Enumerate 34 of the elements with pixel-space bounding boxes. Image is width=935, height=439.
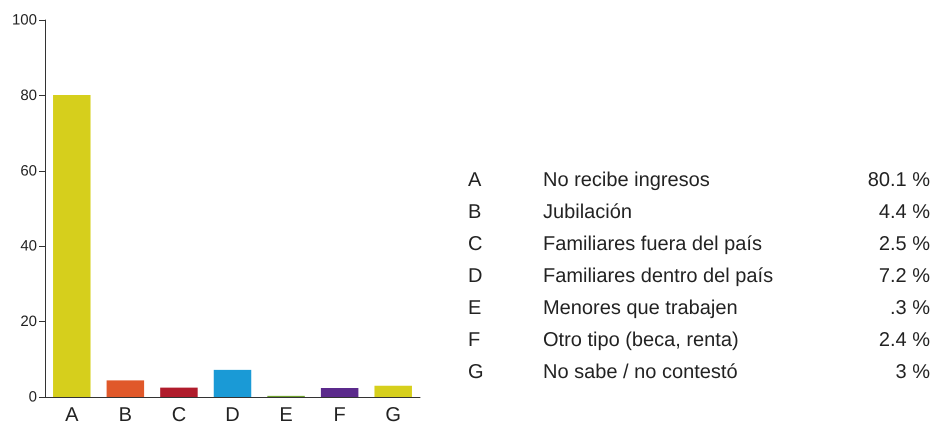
text: Menores que trabajen <box>543 297 738 319</box>
x-tick-label: B <box>118 404 132 426</box>
text: Familiares fuera del país <box>543 233 762 255</box>
category-label: G <box>468 361 484 383</box>
x-tick-label: C <box>172 404 186 426</box>
category-label: F <box>468 329 480 351</box>
text: No recibe ingresos <box>543 169 710 191</box>
x-tick-label: D <box>225 404 240 426</box>
text: 80.1 % <box>868 169 930 191</box>
y-tick-label: 40 <box>20 238 37 255</box>
text: 2.4 % <box>878 329 930 351</box>
category-label: C <box>468 233 482 255</box>
x-tick-label: E <box>279 404 293 426</box>
text: 2.5 % <box>878 233 930 255</box>
y-tick-label: 80 <box>20 86 37 104</box>
y-tick-label: 20 <box>20 313 37 330</box>
text: No sabe / no contestó <box>543 361 738 383</box>
text: Jubilación <box>543 201 632 223</box>
y-tick-label: 60 <box>20 162 37 180</box>
x-tick-label: G <box>385 404 401 426</box>
x-tick-label: F <box>334 404 346 426</box>
category-label: B <box>468 201 482 223</box>
text: .3 % <box>890 297 930 319</box>
text: Otro tipo (beca, renta) <box>543 329 739 351</box>
category-label: E <box>468 297 482 319</box>
text: 4.4 % <box>878 201 930 223</box>
category-label: D <box>468 265 482 287</box>
y-tick-label: 100 <box>12 12 37 28</box>
category-label: A <box>468 169 482 191</box>
y-tick-label: 0 <box>28 388 37 406</box>
x-tick-label: A <box>65 404 80 426</box>
text: 7.2 % <box>878 265 930 287</box>
text: Familiares dentro del país <box>543 265 774 287</box>
text: 3 % <box>896 361 930 383</box>
